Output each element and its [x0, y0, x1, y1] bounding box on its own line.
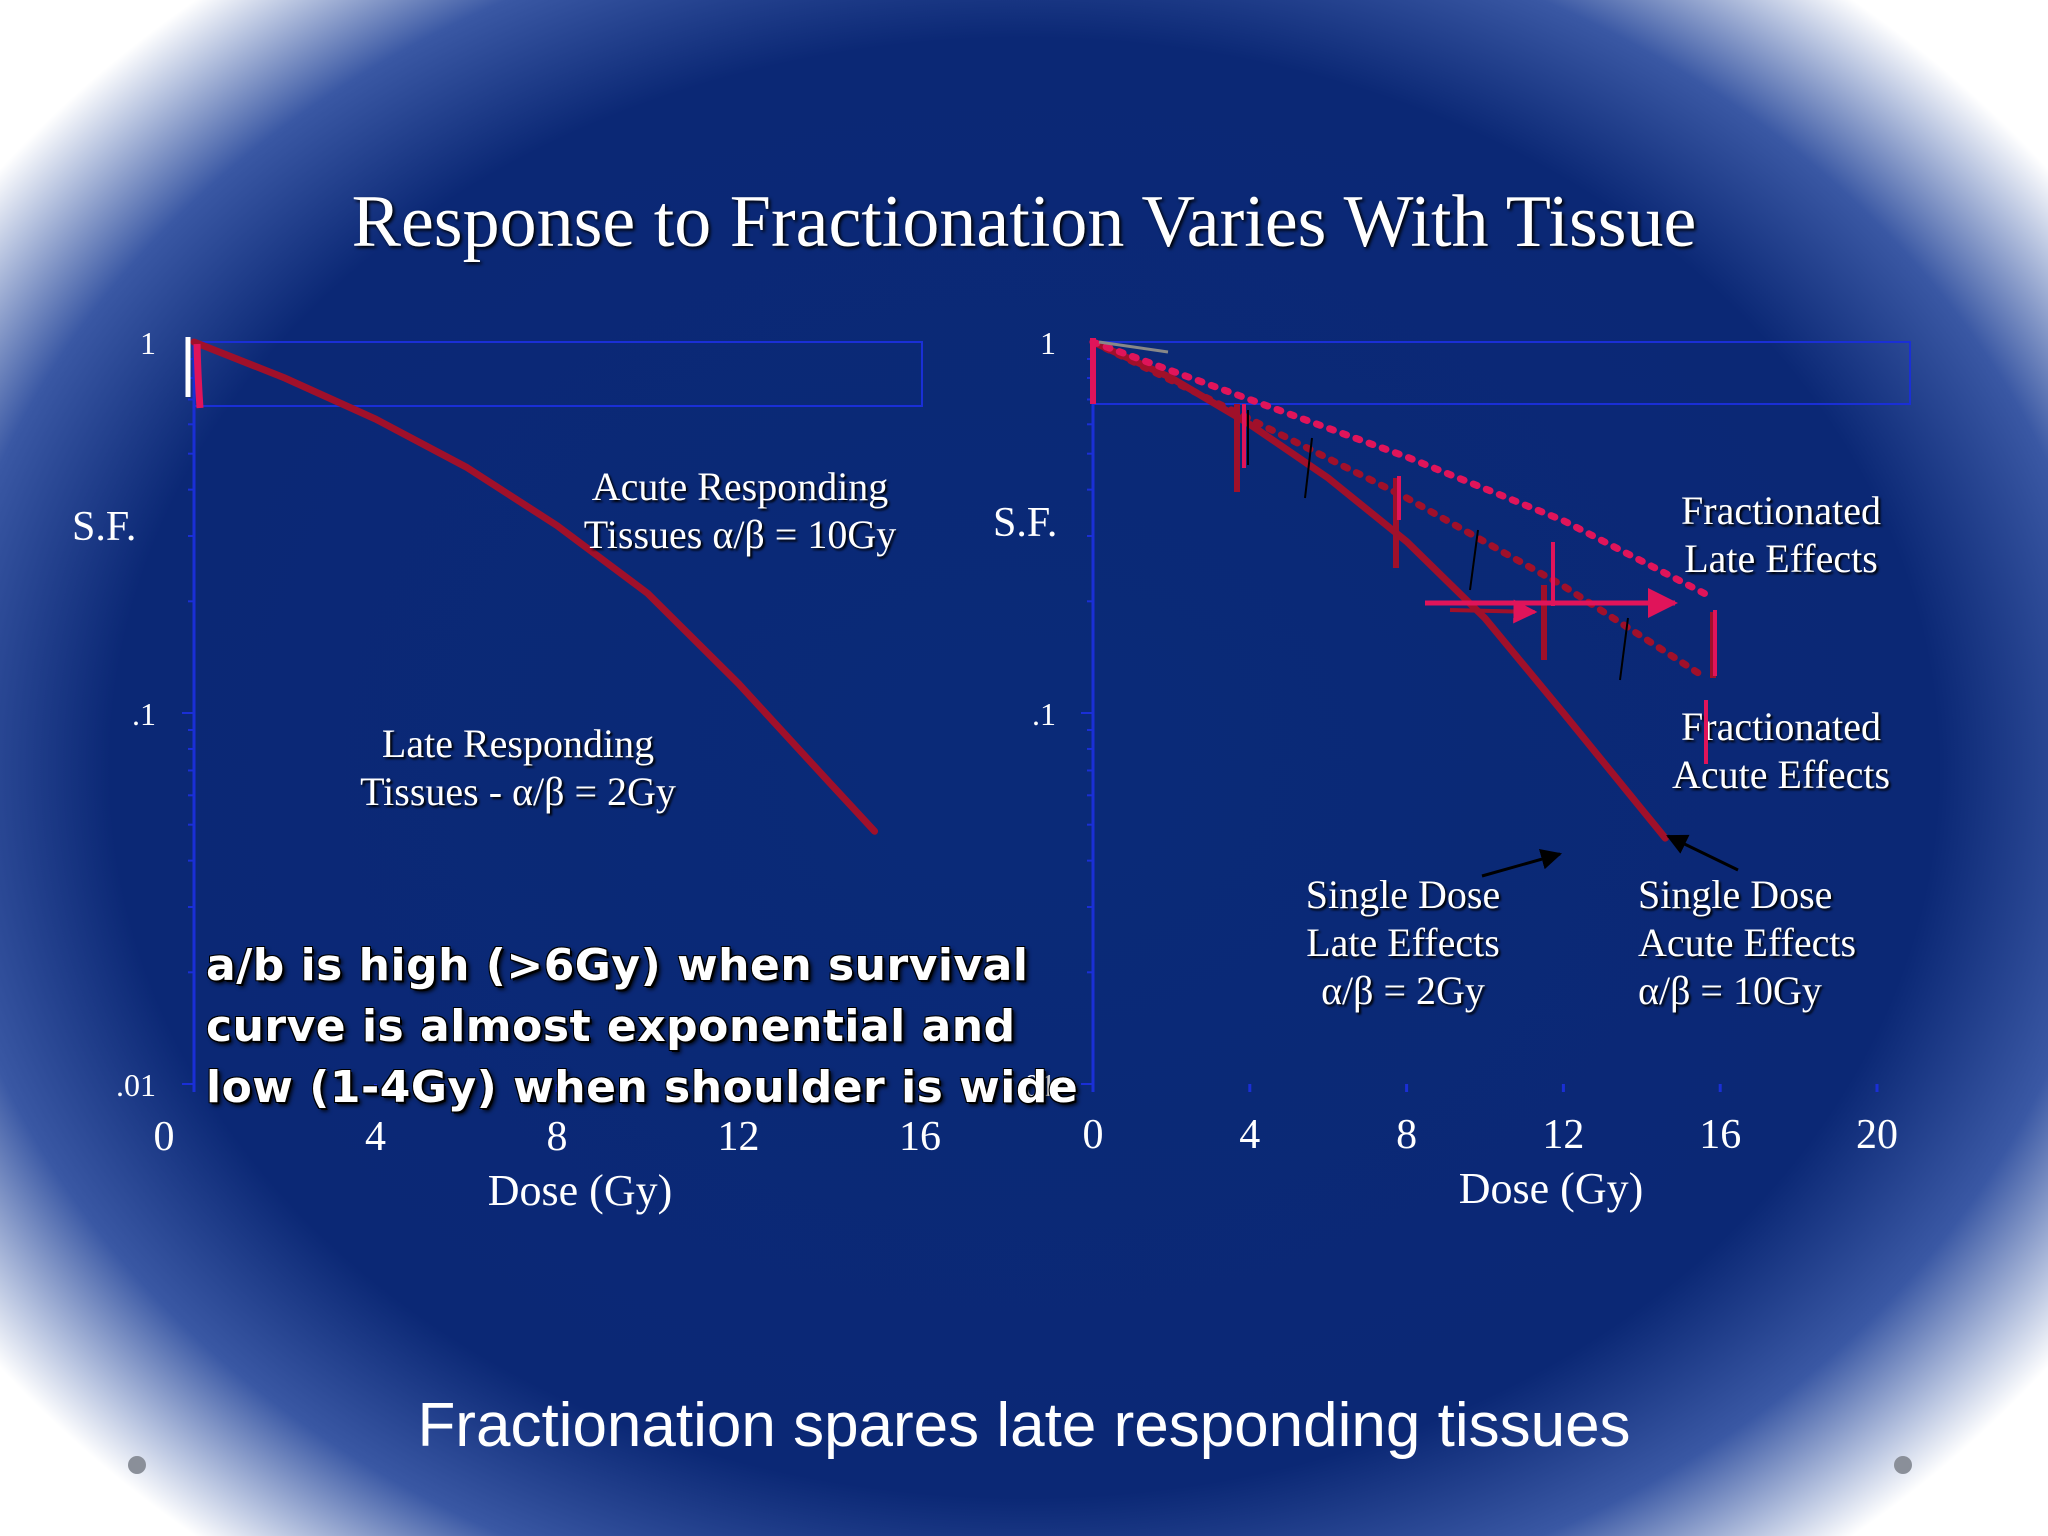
origin-gray-mark — [1098, 340, 1169, 354]
slide-title: Response to Fractionation Varies With Ti… — [351, 181, 1697, 263]
y-axis-label: S.F. — [72, 504, 136, 550]
right-chart: 1 .1 .01 S.F. 0 4 8 12 16 20 Dose (Gy) Fractionated… — [993, 325, 1911, 1213]
alpha-beta-note: a/b is high (>6Gy) when survival curve i… — [206, 935, 1086, 1118]
fraction-step-tick — [1469, 529, 1479, 591]
fractionated-curve — [1089, 338, 1708, 597]
origin-pink-mark — [193, 343, 204, 409]
y-tick-label: .01 — [116, 1067, 156, 1103]
y-axis-label: S.F. — [993, 500, 1057, 546]
x-tick-label: 12 — [718, 1114, 760, 1160]
note-line: curve is almost exponential and — [206, 1001, 1016, 1052]
x-tick-label: 12 — [1542, 1112, 1584, 1158]
x-axis-label: Dose (Gy) — [1459, 1164, 1644, 1213]
annotation-text: Single Dose — [1638, 872, 1832, 917]
x-tick-label: 0 — [1083, 1112, 1104, 1158]
x-axis-label: Dose (Gy) — [488, 1166, 673, 1215]
annotation-text: Tissues α/β = 10Gy — [584, 512, 896, 557]
annotation-text: Acute Responding — [592, 464, 889, 509]
note-line: a/b is high (>6Gy) when survival — [206, 940, 1029, 991]
x-tick-label: 8 — [1396, 1112, 1417, 1158]
fraction-step-tick — [1304, 437, 1313, 499]
fraction-step-tick — [1619, 617, 1629, 681]
slide-caption: Fractionation spares late responding tis… — [417, 1391, 1631, 1460]
x-tick-label: 8 — [547, 1114, 568, 1160]
top-band-box — [1092, 341, 1911, 405]
annotation-text: Late Effects — [1306, 920, 1500, 965]
note-line: low (1-4Gy) when shoulder is wide — [206, 1062, 1079, 1113]
annotation-text: Tissues - α/β = 2Gy — [360, 769, 676, 814]
annotation-text: Acute Effects — [1638, 920, 1856, 965]
annotation-text: Single Dose — [1306, 872, 1500, 917]
x-tick-label: 4 — [365, 1114, 386, 1160]
annotation-text: Fractionated — [1681, 704, 1881, 749]
single-dose-curve — [190, 338, 879, 835]
x-tick-label: 16 — [899, 1114, 941, 1160]
single-dose-curve — [1089, 338, 1669, 842]
annotation-text: Late Effects — [1684, 536, 1878, 581]
annotation-text: α/β = 10Gy — [1638, 968, 1822, 1013]
pointer-arrow — [1481, 849, 1563, 878]
x-tick-label: 4 — [1239, 1112, 1260, 1158]
annotation-text: α/β = 2Gy — [1321, 968, 1485, 1013]
y-tick-label: .1 — [132, 696, 156, 732]
top-band-box — [193, 341, 923, 407]
y-tick-label: 1 — [1040, 325, 1056, 361]
y-tick-label: .01 — [1016, 1067, 1056, 1103]
y-tick-label: 1 — [140, 325, 156, 361]
pointer-arrow — [1666, 834, 1739, 872]
shift-arrow-secondary — [1449, 599, 1538, 624]
annotation-text: Late Responding — [382, 721, 654, 766]
left-chart: 1 .1 .01 S.F. 0 4 8 12 16 Dose (Gy) Acute Respondi… — [72, 325, 941, 1215]
x-tick-label: 20 — [1856, 1112, 1898, 1158]
x-tick-label: 16 — [1699, 1112, 1741, 1158]
left-bullet-dot — [128, 1456, 146, 1474]
annotation-text: Acute Effects — [1672, 752, 1890, 797]
x-tick-label: 0 — [154, 1114, 175, 1160]
annotation-text: Fractionated — [1681, 488, 1881, 533]
y-tick-label: .1 — [1032, 696, 1056, 732]
right-bullet-dot — [1894, 1456, 1912, 1474]
fractionated-curve — [1089, 338, 1708, 681]
